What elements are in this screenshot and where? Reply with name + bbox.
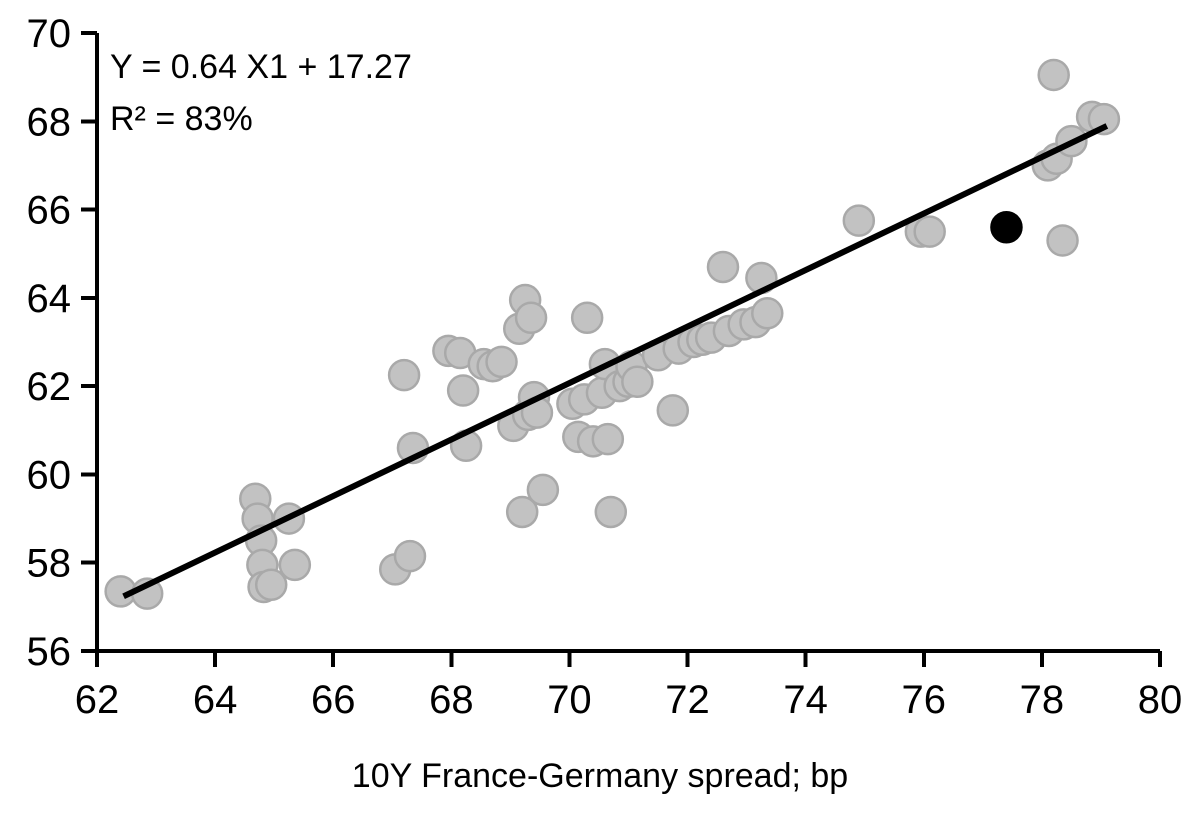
y-tick-label: 58 bbox=[27, 542, 72, 586]
y-tick-label: 66 bbox=[27, 189, 72, 233]
data-point bbox=[1046, 224, 1079, 257]
x-tick-label: 64 bbox=[193, 678, 238, 722]
x-tick-label: 76 bbox=[902, 678, 947, 722]
data-point bbox=[393, 539, 427, 573]
data-point bbox=[594, 495, 628, 529]
x-axis-title: 10Y France-Germany spread; bp bbox=[352, 757, 848, 795]
data-point bbox=[387, 358, 421, 392]
data-point bbox=[570, 301, 604, 334]
data-point bbox=[505, 495, 539, 529]
data-point bbox=[706, 250, 740, 284]
x-tick-label: 68 bbox=[429, 678, 474, 722]
data-point bbox=[446, 374, 480, 407]
y-tick-label: 68 bbox=[27, 100, 72, 144]
regression-line-layer bbox=[122, 123, 1109, 600]
y-tick-label: 64 bbox=[27, 277, 72, 321]
x-tick-label: 70 bbox=[547, 678, 592, 722]
y-tick-label: 56 bbox=[27, 630, 72, 674]
regression-line bbox=[122, 123, 1109, 600]
y-axis-ticks: 56 58 60 62 64 66 68 70 bbox=[27, 12, 97, 674]
data-point bbox=[842, 204, 876, 237]
data-point bbox=[514, 301, 548, 334]
x-tick-label: 80 bbox=[1138, 678, 1183, 722]
data-point bbox=[751, 297, 784, 330]
y-tick-label: 62 bbox=[27, 365, 72, 409]
x-tick-label: 74 bbox=[783, 678, 828, 722]
r-squared-label: R² = 83% bbox=[110, 100, 253, 138]
data-point bbox=[485, 345, 518, 379]
y-tick-label: 60 bbox=[27, 453, 72, 497]
highlighted-data-point bbox=[990, 210, 1023, 244]
data-point bbox=[913, 215, 946, 248]
y-tick-label: 70 bbox=[27, 12, 72, 56]
data-point bbox=[1037, 58, 1070, 92]
x-tick-label: 62 bbox=[75, 678, 120, 722]
data-points-layer bbox=[104, 58, 1121, 610]
x-tick-label: 66 bbox=[311, 678, 356, 722]
axis-frame bbox=[95, 33, 1160, 653]
data-point bbox=[254, 568, 288, 602]
data-point bbox=[621, 365, 654, 398]
data-point bbox=[1087, 102, 1121, 136]
x-tick-label: 72 bbox=[665, 678, 710, 722]
x-tick-label: 78 bbox=[1020, 678, 1065, 722]
data-point bbox=[278, 548, 312, 582]
data-point bbox=[526, 473, 560, 507]
data-point bbox=[591, 422, 625, 456]
data-point bbox=[656, 394, 690, 427]
x-axis-ticks: 62 64 66 68 70 72 74 76 78 80 bbox=[75, 651, 1183, 722]
regression-equation-label: Y = 0.64 X1 + 17.27 bbox=[110, 48, 412, 86]
